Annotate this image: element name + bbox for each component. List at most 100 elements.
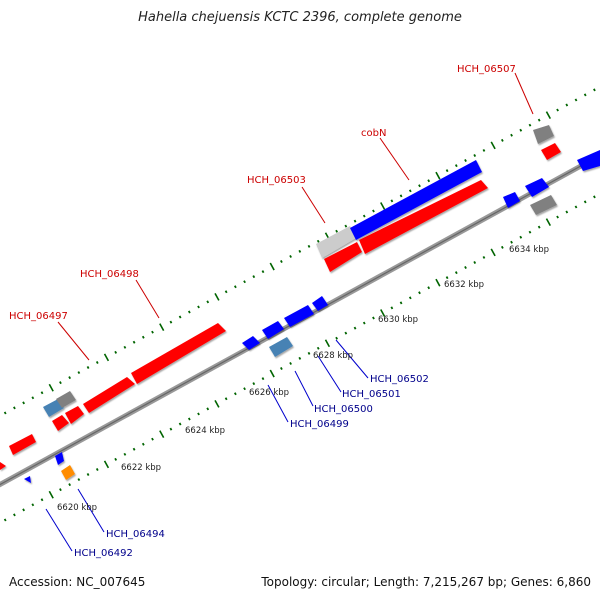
lower-track-minor-tick: [454, 271, 458, 275]
scale-labels: 6620 kbp 6622 kbp 6624 kbp 6626 kbp 6628…: [57, 245, 549, 513]
gene-feature[interactable]: [56, 391, 76, 408]
lower-track-minor-tick: [583, 200, 587, 204]
lower-track-minor-tick: [31, 503, 35, 507]
gene-feature[interactable]: [269, 337, 293, 357]
lower-track-minor-tick: [289, 361, 292, 365]
upper-track-minor-tick: [40, 391, 44, 395]
upper-track-minor-tick: [252, 275, 256, 279]
upper-track-minor-tick: [510, 133, 513, 137]
gene-feature[interactable]: [350, 160, 482, 240]
lower-track-minor-tick: [316, 346, 320, 350]
gene-label-hch06497[interactable]: HCH_06497: [9, 311, 68, 322]
lower-track-minor-tick: [243, 387, 246, 391]
gene-feature[interactable]: [284, 305, 314, 327]
upper-track-major-tick: [269, 262, 275, 271]
lower-track-minor-tick: [59, 488, 62, 492]
lower-track-minor-tick: [261, 377, 265, 381]
top-gene-labels: HCH_06497 HCH_06498 HCH_06503 cobN HCH_0…: [9, 64, 516, 322]
gene-feature[interactable]: [525, 178, 549, 197]
lower-track-minor-tick: [399, 301, 403, 305]
upper-track-major-tick: [159, 323, 165, 332]
gene-feature[interactable]: [577, 150, 600, 171]
upper-track-minor-tick: [141, 335, 145, 339]
lower-track-minor-tick: [206, 407, 210, 411]
gene-feature[interactable]: [359, 180, 488, 254]
gene-feature[interactable]: [131, 323, 226, 384]
gene-feature[interactable]: [65, 406, 84, 424]
upper-track-major-tick: [48, 383, 54, 392]
genes-reverse: [24, 150, 600, 483]
gene-label-hch06501[interactable]: HCH_06501: [342, 389, 401, 400]
gene-feature[interactable]: [541, 143, 561, 160]
upper-track-minor-tick: [464, 159, 467, 163]
upper-track-minor-tick: [593, 88, 596, 92]
upper-track-minor-tick: [3, 411, 7, 415]
gene-feature[interactable]: [242, 336, 260, 350]
upper-track-minor-tick: [187, 310, 191, 314]
upper-track-minor-tick: [261, 270, 265, 274]
gene-label-hch06498[interactable]: HCH_06498: [80, 269, 139, 280]
gene-label-hch06507[interactable]: HCH_06507: [457, 64, 516, 75]
upper-track-minor-tick: [528, 123, 532, 127]
lower-track-major-tick: [380, 309, 386, 317]
lower-track-minor-tick: [13, 513, 16, 517]
upper-track-minor-tick: [151, 330, 154, 334]
lower-track-minor-tick: [362, 321, 366, 325]
gene-feature[interactable]: [0, 462, 6, 470]
gene-label-hch06494[interactable]: HCH_06494: [106, 529, 165, 540]
scale-label-6624: 6624 kbp: [185, 426, 225, 436]
gene-feature[interactable]: [43, 399, 64, 417]
lower-track-major-tick: [103, 460, 110, 469]
upper-track-minor-tick: [583, 93, 587, 97]
gene-feature[interactable]: [312, 296, 328, 311]
upper-track-minor-tick: [316, 239, 320, 243]
lower-track-minor-tick: [114, 457, 118, 461]
accession-text: Accession: NC_007645: [9, 575, 146, 589]
lower-track-major-tick: [490, 248, 496, 257]
lower-track-minor-tick: [77, 478, 81, 482]
scale-label-6628: 6628 kbp: [313, 351, 353, 361]
lower-track-minor-tick: [500, 245, 504, 249]
lower-track-major-tick: [214, 399, 220, 408]
gene-feature[interactable]: [61, 465, 75, 480]
scale-label-6630: 6630 kbp: [378, 315, 418, 325]
gene-feature[interactable]: [316, 226, 356, 258]
upper-track-minor-tick: [234, 285, 237, 289]
upper-track-minor-tick: [86, 366, 90, 370]
upper-track-minor-tick: [59, 381, 62, 385]
gene-label-hch06500[interactable]: HCH_06500: [314, 404, 373, 415]
upper-track-minor-tick: [335, 229, 339, 233]
lower-track-minor-tick: [445, 276, 449, 280]
gene-feature[interactable]: [262, 321, 284, 339]
gene-feature[interactable]: [9, 434, 36, 455]
lower-track-minor-tick: [390, 306, 394, 310]
lower-track-minor-tick: [307, 351, 311, 355]
gene-feature[interactable]: [52, 415, 69, 431]
gene-label-hch06502[interactable]: HCH_06502: [370, 374, 429, 385]
lower-track-minor-tick: [234, 392, 237, 396]
lower-track-minor-tick: [252, 382, 256, 386]
upper-track-minor-tick: [114, 350, 118, 354]
gene-feature[interactable]: [55, 452, 64, 465]
gene-feature[interactable]: [24, 476, 31, 483]
gene-feature[interactable]: [324, 242, 362, 272]
gene-feature[interactable]: [533, 125, 554, 144]
upper-track-major-tick: [380, 202, 386, 210]
gene-label-cobn[interactable]: cobN: [361, 128, 386, 139]
upper-track-minor-tick: [123, 345, 127, 349]
lower-track-minor-tick: [3, 518, 7, 522]
gene-label-hch06492[interactable]: HCH_06492: [74, 548, 133, 559]
ticks-lower: [3, 195, 596, 522]
lower-track-minor-tick: [22, 508, 25, 512]
upper-track-minor-tick: [224, 290, 228, 294]
lower-track-minor-tick: [353, 326, 357, 330]
gene-feature[interactable]: [503, 192, 520, 208]
gene-label-hch06503[interactable]: HCH_06503: [247, 175, 306, 186]
lower-track-major-tick: [435, 278, 441, 287]
lower-track-minor-tick: [197, 412, 200, 416]
upper-track-minor-tick: [344, 224, 348, 228]
gene-feature[interactable]: [530, 195, 557, 215]
gene-label-hch06499[interactable]: HCH_06499: [290, 419, 349, 430]
gene-feature[interactable]: [83, 377, 135, 413]
